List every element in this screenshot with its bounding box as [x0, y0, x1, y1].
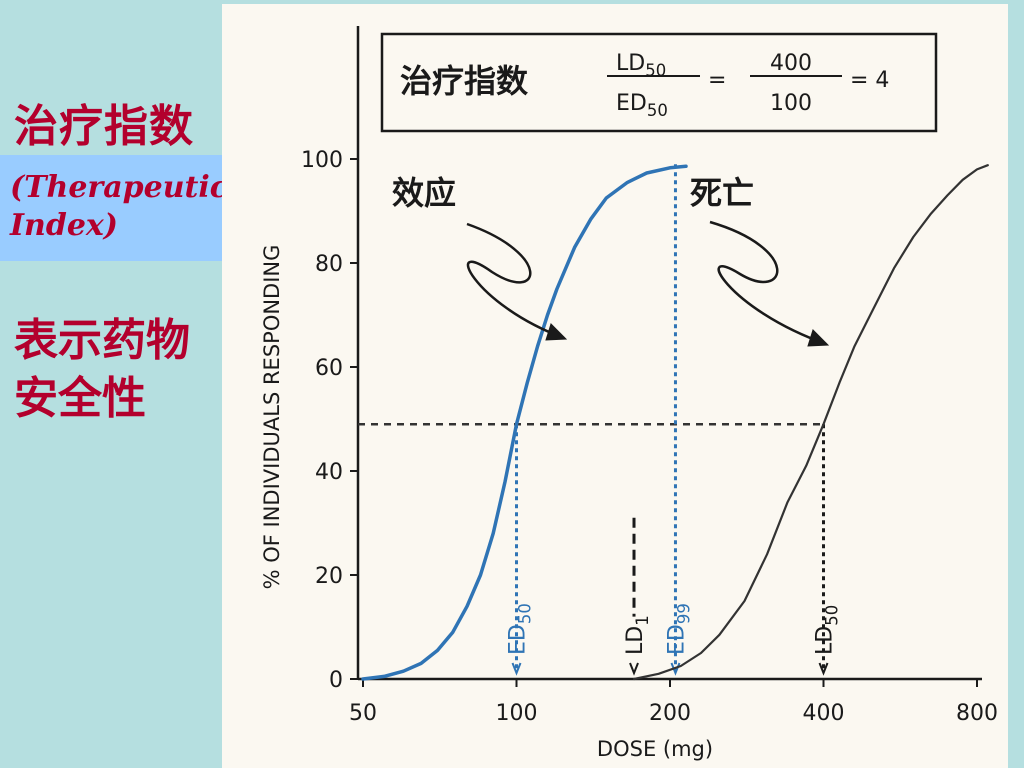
y-tick-label: 100 — [301, 148, 343, 173]
subtitle-box: (Therapeutic Index) — [0, 155, 228, 261]
slide-title: 治疗指数 — [14, 101, 194, 152]
note-line-1: 表示药物 — [14, 315, 190, 366]
series-line-death — [632, 164, 989, 681]
formula-result: = 4 — [850, 68, 889, 93]
marker-arrow-ld50 — [818, 662, 829, 676]
subtitle-text: (Therapeutic Index) — [10, 169, 228, 245]
x-tick-label: 100 — [496, 701, 538, 726]
formula-label: 治疗指数 — [400, 62, 529, 100]
subtitle-line-1: (Therapeutic — [10, 170, 229, 205]
annotation-arrowhead-death — [807, 329, 830, 347]
marker-label-ld50: LD50 — [813, 605, 842, 655]
y-tick-label: 80 — [315, 252, 343, 277]
x-tick-label: 800 — [956, 701, 998, 726]
marker-label-ed50: ED50 — [506, 603, 535, 655]
marker-label-ed99: ED99 — [664, 603, 693, 655]
note-line-2: 安全性 — [14, 373, 146, 424]
figure-panel: 治疗指数 LD50 ED50 = 400 100 = 4 0 20 40 60 80 10… — [222, 4, 1008, 768]
formula-ratio-denominator: ED50 — [616, 91, 668, 120]
annotation-label-effect: 效应 — [392, 174, 456, 212]
marker-label-ld1: LD1 — [623, 615, 652, 655]
x-tick-label: 400 — [803, 701, 845, 726]
x-tick-label: 200 — [649, 701, 691, 726]
dose-response-chart: 治疗指数 LD50 ED50 = 400 100 = 4 0 20 40 60 80 10… — [260, 26, 998, 761]
y-tick-label: 60 — [315, 356, 343, 381]
y-tick-label: 20 — [315, 564, 343, 589]
marker-arrow-ld1 — [629, 662, 639, 676]
formula-value-numerator: 400 — [770, 51, 812, 76]
subtitle-line-2: Index) — [10, 208, 118, 243]
safety-note: 表示药物 安全性 — [14, 312, 190, 428]
series-line-effect — [361, 164, 688, 681]
y-tick-label: 0 — [329, 668, 343, 693]
annotation-arrowhead-effect — [545, 323, 568, 341]
y-axis-title: % OF INDIVIDUALS RESPONDING — [260, 245, 284, 590]
x-tick-label: 50 — [349, 701, 377, 726]
annotation-arrow-death — [709, 220, 827, 346]
x-axis-title: DOSE (mg) — [597, 737, 713, 761]
formula-equals-sign: = — [708, 68, 726, 93]
plot-area: 0 20 40 60 80 100 50 100 200 400 800 DOSE (mg) % OF … — [260, 26, 998, 761]
marker-arrow-ed50 — [511, 662, 522, 676]
formula-box: 治疗指数 LD50 ED50 = 400 100 = 4 — [380, 32, 938, 133]
annotation-label-death: 死亡 — [690, 174, 754, 212]
formula-value-denominator: 100 — [770, 91, 812, 116]
y-tick-label: 40 — [315, 460, 343, 485]
annotation-arrow-effect — [466, 222, 565, 340]
